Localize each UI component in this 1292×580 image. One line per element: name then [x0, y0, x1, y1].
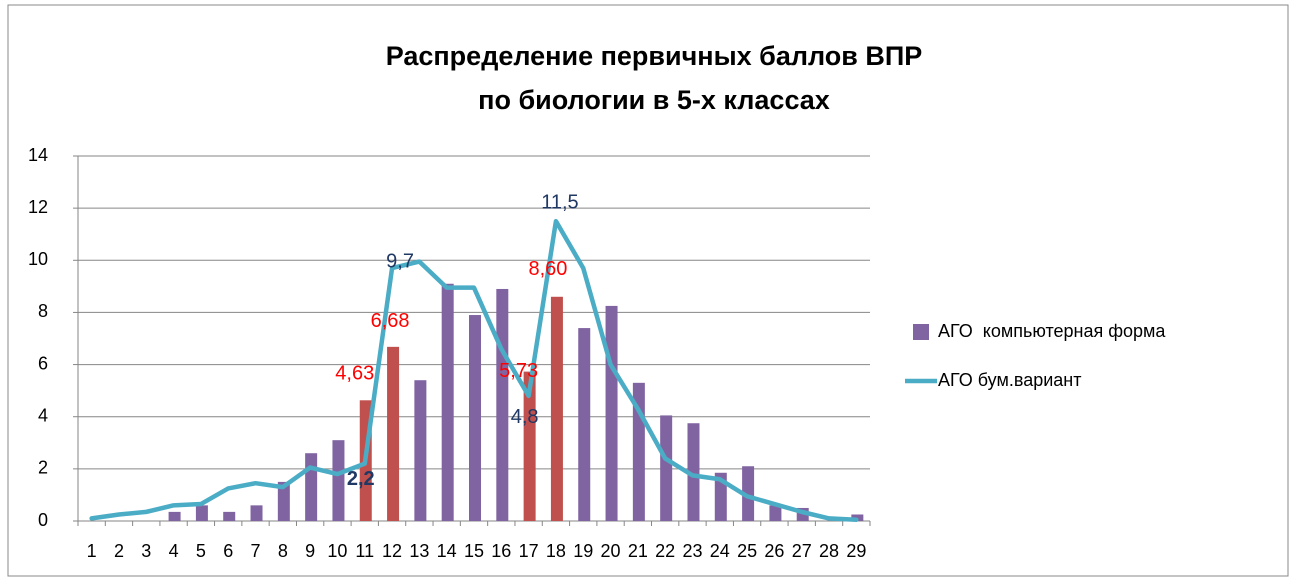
- bar: [605, 305, 618, 521]
- data-label: 6,68: [371, 310, 410, 332]
- x-tick-label: 2: [114, 541, 124, 561]
- x-tick-label: 16: [491, 541, 511, 561]
- x-tick-label: 3: [141, 541, 151, 561]
- x-tick-label: 28: [819, 541, 839, 561]
- bar: [660, 415, 673, 521]
- data-label: 4,8: [511, 406, 539, 428]
- bar: [441, 283, 454, 521]
- data-label: 9,7: [386, 250, 414, 272]
- y-tick-label: 0: [38, 510, 48, 530]
- bar: [687, 423, 700, 521]
- data-label: 2,2: [347, 468, 375, 490]
- x-tick-label: 23: [682, 541, 702, 561]
- x-tick-label: 21: [628, 541, 648, 561]
- data-label: 4,63: [335, 363, 374, 385]
- x-tick-label: 15: [464, 541, 484, 561]
- x-tick-label: 9: [305, 541, 315, 561]
- x-tick-label: 17: [519, 541, 539, 561]
- data-label: 11,5: [541, 191, 578, 213]
- chart-title: Распределение первичных баллов ВПР: [386, 41, 923, 71]
- chart-border: [7, 4, 1289, 577]
- y-tick-label: 4: [38, 405, 48, 425]
- x-tick-label: 13: [409, 541, 429, 561]
- bar: [523, 371, 536, 521]
- y-tick-label: 2: [38, 458, 48, 478]
- bar: [578, 328, 591, 521]
- y-tick-label: 6: [38, 353, 48, 373]
- x-tick-label: 29: [846, 541, 866, 561]
- x-tick-label: 27: [792, 541, 812, 561]
- bar: [469, 315, 481, 521]
- bar: [250, 505, 263, 521]
- bar: [496, 288, 509, 521]
- x-tick-label: 18: [546, 541, 566, 561]
- x-tick-label: 20: [601, 541, 621, 561]
- x-tick-label: 6: [223, 541, 233, 561]
- x-tick-label: 11: [355, 541, 374, 561]
- y-tick-label: 8: [38, 301, 48, 321]
- chart-title: по биологии в 5-х классах: [478, 85, 830, 115]
- bar: [305, 453, 318, 521]
- x-tick-label: 12: [382, 541, 402, 561]
- data-label: 8,60: [528, 258, 567, 280]
- bar: [550, 296, 563, 521]
- line-series: [89, 218, 859, 522]
- x-tick-label: 7: [251, 541, 261, 561]
- x-tick-label: 24: [710, 541, 730, 561]
- bar: [277, 481, 290, 521]
- x-tick-label: 8: [278, 541, 288, 561]
- bar: [387, 346, 400, 521]
- legend-label: АГО компьютерная форма: [938, 321, 1166, 341]
- bar: [714, 472, 727, 521]
- bar: [223, 511, 236, 521]
- bar: [168, 511, 181, 521]
- bar: [414, 380, 427, 521]
- bar: [769, 505, 782, 521]
- bar: [742, 466, 755, 521]
- y-tick-label: 10: [28, 249, 48, 269]
- y-tick-label: 12: [28, 197, 48, 217]
- x-tick-label: 14: [437, 541, 457, 561]
- data-label: 5,73: [499, 360, 538, 382]
- x-tick-label: 19: [573, 541, 593, 561]
- x-tick-label: 25: [737, 541, 757, 561]
- bar: [195, 505, 208, 521]
- bar: [332, 440, 345, 521]
- x-tick-label: 10: [327, 541, 347, 561]
- y-tick-label: 14: [28, 145, 48, 165]
- x-tick-label: 26: [764, 541, 784, 561]
- legend-label: АГО бум.вариант: [938, 370, 1081, 390]
- x-tick-label: 5: [196, 541, 206, 561]
- x-tick-label: 1: [87, 541, 97, 561]
- legend-swatch: [913, 324, 929, 340]
- x-tick-label: 4: [169, 541, 179, 561]
- x-tick-label: 22: [655, 541, 675, 561]
